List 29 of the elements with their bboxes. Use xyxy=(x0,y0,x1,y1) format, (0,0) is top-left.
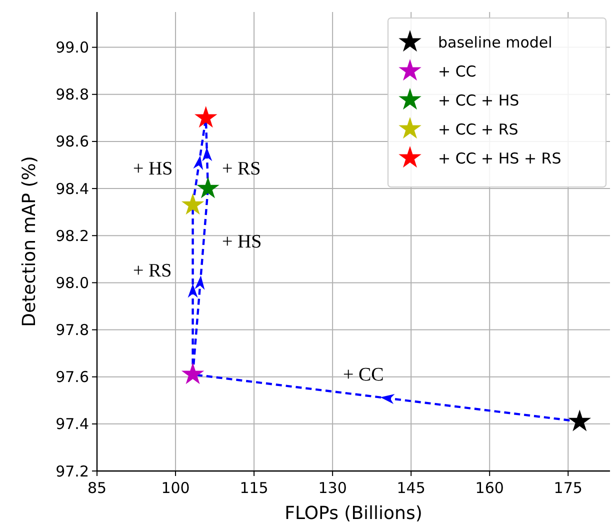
y-tick-label: 97.8 xyxy=(56,321,89,340)
x-tick-label: 160 xyxy=(475,479,504,497)
legend-label: + CC + HS + RS xyxy=(438,149,562,168)
annotation: + HS xyxy=(222,232,262,253)
x-tick-label: 130 xyxy=(318,479,347,497)
y-tick-label: 99.0 xyxy=(56,38,89,57)
legend-label: + CC xyxy=(438,62,476,80)
y-tick-label: 98.8 xyxy=(56,86,89,104)
legend-label: baseline model xyxy=(438,33,552,52)
x-tick-label: 85 xyxy=(87,479,107,497)
legend-label: + CC + HS xyxy=(438,91,520,110)
annotation: + HS xyxy=(133,158,173,180)
annotation: + RS xyxy=(133,260,172,282)
y-tick-label: 97.4 xyxy=(56,415,89,434)
y-tick-label: 98.6 xyxy=(56,132,89,151)
x-tick-label: 115 xyxy=(240,479,268,497)
y-tick-label: 97.6 xyxy=(56,368,89,386)
x-tick-label: 145 xyxy=(396,479,426,497)
x-tick-label: 100 xyxy=(161,479,190,497)
annotation: + RS xyxy=(222,158,261,180)
legend-label: + CC + RS xyxy=(438,120,518,138)
x-tick-label: 175 xyxy=(554,479,582,497)
y-tick-label: 98.0 xyxy=(56,274,89,292)
x-axis-title: FLOPs (Billions) xyxy=(284,503,422,524)
y-tick-label: 98.2 xyxy=(56,226,89,245)
y-axis-title: Detection mAP (%) xyxy=(19,156,40,327)
y-tick-label: 98.4 xyxy=(56,180,89,198)
annotation: + CC xyxy=(343,364,384,386)
y-tick-label: 97.2 xyxy=(56,462,89,480)
